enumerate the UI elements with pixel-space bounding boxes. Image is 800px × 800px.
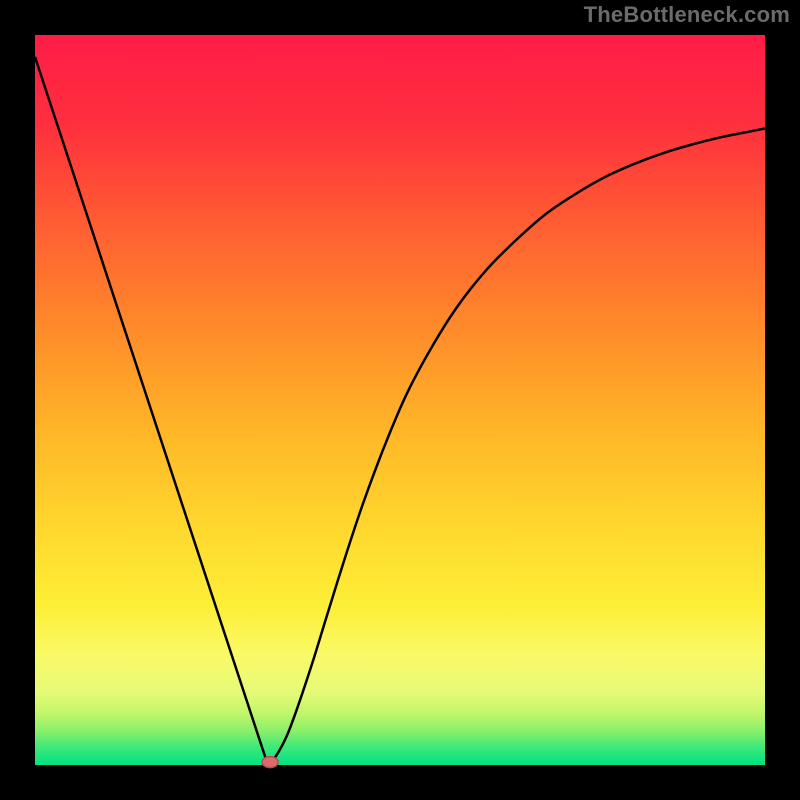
chart-container: TheBottleneck.com <box>0 0 800 800</box>
plot-background <box>35 35 765 765</box>
watermark-label: TheBottleneck.com <box>584 2 790 28</box>
bottleneck-chart <box>0 0 800 800</box>
minimum-marker <box>262 757 278 768</box>
